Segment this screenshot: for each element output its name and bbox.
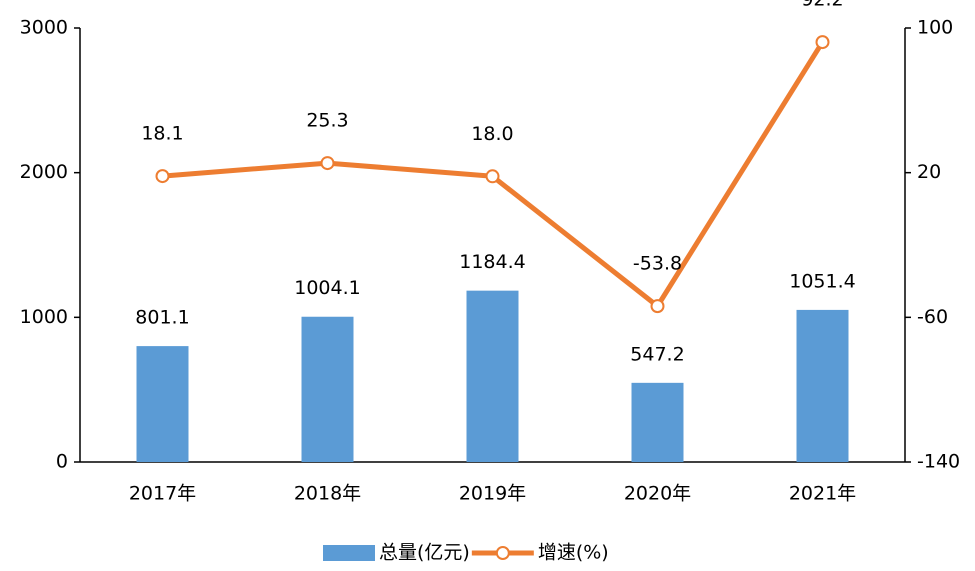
data-label: 547.2 [630, 343, 684, 365]
bar [301, 316, 354, 462]
data-label: -53.8 [633, 253, 682, 275]
line-marker [320, 156, 335, 171]
x-tick-label: 2021年 [789, 483, 856, 505]
y2-tick-label: -140 [917, 451, 960, 473]
data-label: 801.1 [135, 307, 189, 329]
line-marker [815, 35, 830, 50]
data-label: 25.3 [306, 110, 348, 132]
line-marker [155, 169, 170, 184]
legend-marker [495, 546, 510, 560]
legend-swatch [323, 545, 375, 561]
legend-label: 总量(亿元) [379, 542, 470, 564]
data-label: 1004.1 [294, 277, 360, 299]
data-label: 18.1 [141, 123, 183, 145]
data-label: 1051.4 [789, 270, 855, 292]
legend-label: 增速(%) [538, 542, 609, 564]
data-label: 18.0 [471, 123, 513, 145]
y2-tick-label: 100 [917, 17, 953, 39]
y-tick-label: 1000 [20, 306, 68, 328]
line-marker [485, 169, 500, 184]
y2-tick-label: -60 [917, 306, 948, 328]
bar [136, 346, 189, 462]
data-label: 1184.4 [459, 251, 525, 273]
x-tick-label: 2020年 [624, 483, 691, 505]
y2-tick-label: 20 [917, 161, 941, 183]
x-tick-label: 2017年 [129, 483, 196, 505]
y-tick-label: 3000 [20, 17, 68, 39]
data-label: 92.2 [801, 0, 843, 11]
x-tick-label: 2018年 [294, 483, 361, 505]
bar [796, 309, 849, 462]
x-tick-label: 2019年 [459, 483, 526, 505]
line-marker [650, 299, 665, 314]
bar [466, 290, 519, 462]
bar [631, 382, 684, 462]
y-tick-label: 0 [56, 451, 68, 473]
y-tick-label: 2000 [20, 161, 68, 183]
